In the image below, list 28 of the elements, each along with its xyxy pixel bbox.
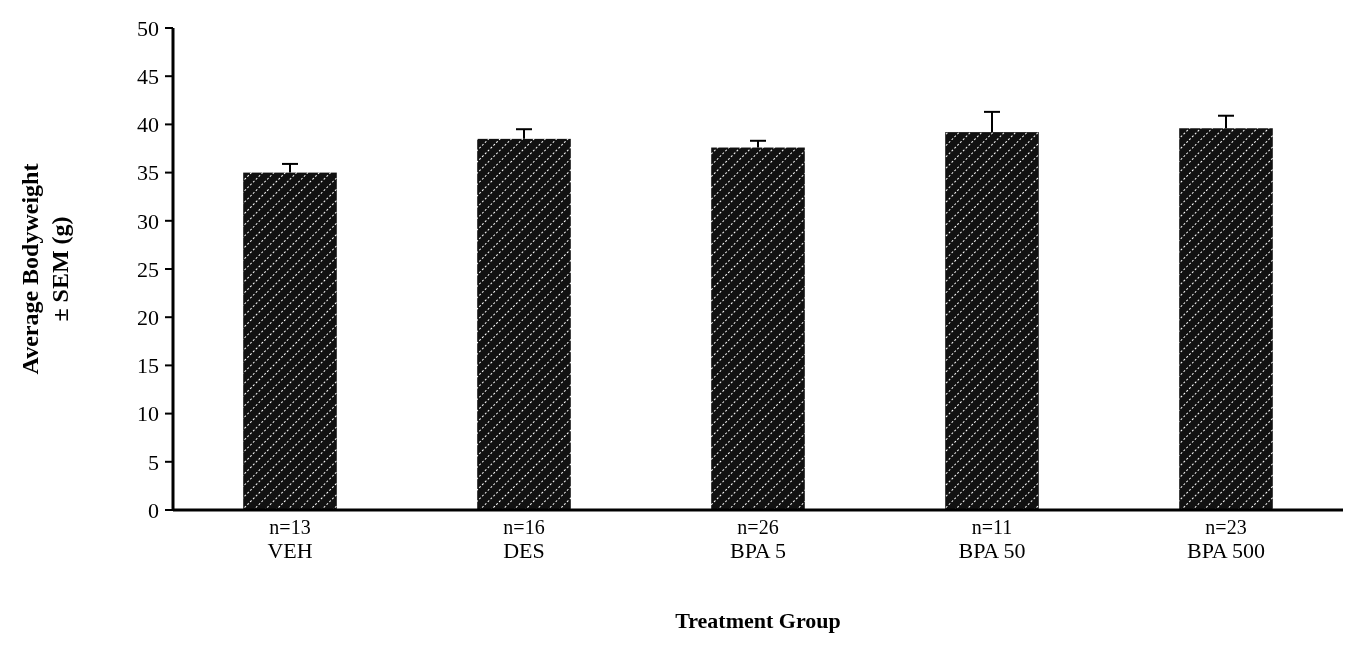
x-tick-label: BPA 50 — [958, 538, 1026, 563]
y-tick-label: 30 — [137, 208, 159, 234]
y-tick-label: 25 — [137, 256, 159, 282]
annotation: n=13 — [269, 516, 311, 538]
annotation: n=16 — [503, 516, 545, 538]
y-axis-title: Average Bodyweight ± SEM (g) — [17, 163, 73, 375]
y-tick-label: 50 — [137, 15, 159, 41]
annotation: n=26 — [737, 516, 779, 538]
x-tick-label: DES — [503, 538, 545, 563]
x-tick-label: VEH — [267, 538, 313, 563]
bar — [477, 138, 571, 510]
y-tick-label: 15 — [137, 353, 159, 379]
annotation: n=11 — [971, 516, 1013, 538]
x-tick-label: BPA 500 — [1186, 538, 1266, 563]
bar — [945, 132, 1039, 510]
y-tick-label: 45 — [137, 63, 159, 89]
y-tick-label: 20 — [137, 304, 159, 330]
y-tick-label: 5 — [148, 449, 159, 475]
annotation: n=23 — [1205, 516, 1247, 538]
bar — [1179, 128, 1273, 510]
bar — [711, 147, 805, 510]
y-tick-label: 40 — [137, 112, 159, 138]
x-axis-title: Treatment Group — [675, 608, 841, 633]
y-tick-label: 10 — [137, 401, 159, 427]
bar — [243, 172, 337, 510]
x-tick-label: BPA 5 — [729, 538, 787, 563]
y-tick-label: 0 — [148, 497, 159, 523]
y-tick-label: 35 — [137, 160, 159, 186]
